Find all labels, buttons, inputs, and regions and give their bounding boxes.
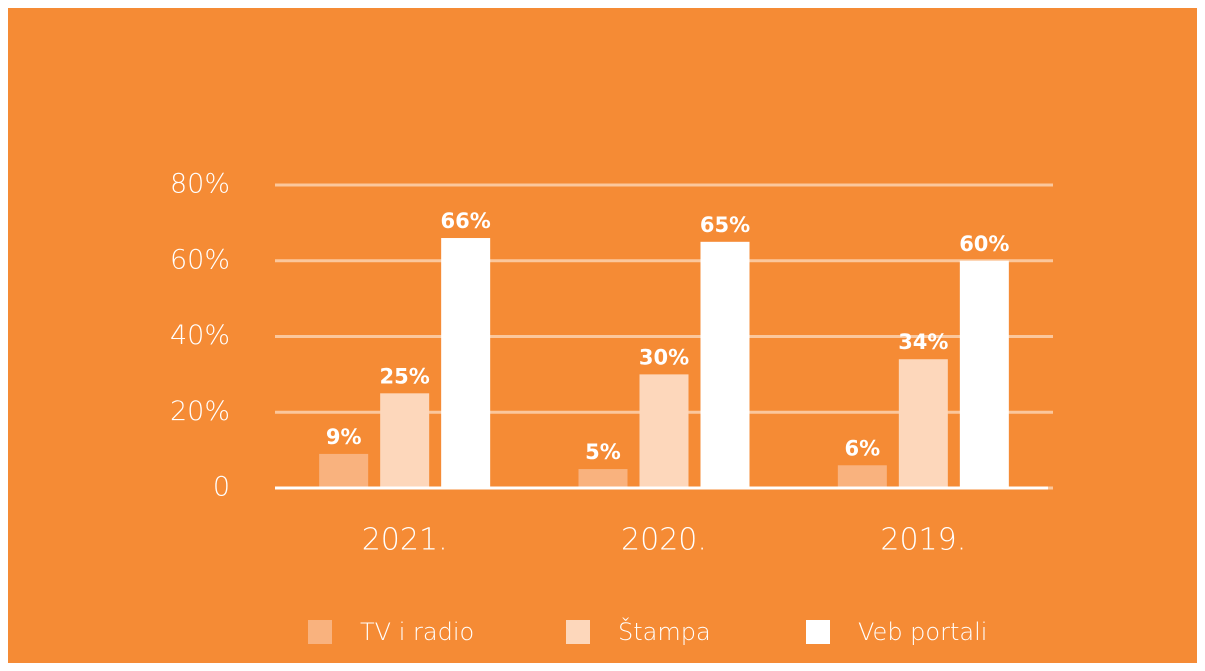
data-label: 25% xyxy=(380,364,430,388)
data-label: 9% xyxy=(326,425,362,449)
data-label: 5% xyxy=(585,440,621,464)
y-tick-label: 20% xyxy=(170,396,230,427)
legend-label: TV i radio xyxy=(360,618,474,646)
y-tick-label: 40% xyxy=(170,320,230,351)
bar xyxy=(959,260,1009,488)
bar xyxy=(700,241,750,488)
bar xyxy=(319,453,369,488)
bar xyxy=(898,359,948,488)
legend-label: Veb portali xyxy=(858,618,987,646)
legend-swatch xyxy=(566,620,590,644)
x-tick-label: 2020. xyxy=(621,523,707,558)
data-label: 65% xyxy=(700,213,750,237)
data-label: 60% xyxy=(959,232,1009,256)
bar xyxy=(639,374,689,488)
legend-label: Štampa xyxy=(618,616,711,646)
data-label: 66% xyxy=(441,209,491,233)
bar xyxy=(837,465,887,488)
data-label: 6% xyxy=(845,436,881,460)
bar xyxy=(441,238,491,488)
legend-swatch xyxy=(308,620,332,644)
x-tick-label: 2019. xyxy=(880,523,966,558)
y-tick-label: 0 xyxy=(213,472,230,503)
y-tick-label: 60% xyxy=(170,244,230,275)
legend-swatch xyxy=(806,620,830,644)
bar xyxy=(380,393,430,488)
x-tick-label: 2021. xyxy=(362,523,448,558)
data-label: 34% xyxy=(898,330,948,354)
data-label: 30% xyxy=(639,345,689,369)
y-tick-label: 80% xyxy=(170,169,230,200)
bar xyxy=(578,469,628,488)
